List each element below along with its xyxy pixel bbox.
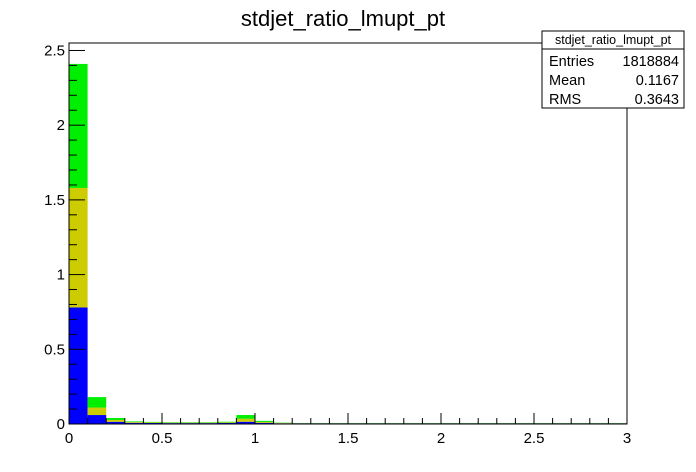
y-tick-label-5: 2.5 bbox=[44, 42, 65, 59]
bars-group bbox=[69, 63, 627, 424]
bar-s2-bin1 bbox=[87, 397, 107, 408]
bar-s1-bin0 bbox=[69, 187, 88, 308]
bar-s1-bin1 bbox=[87, 407, 107, 416]
bar-s0-bin8 bbox=[217, 422, 237, 424]
stats-value-entries: 1818884 bbox=[623, 54, 679, 70]
x-tick-label-4: 2 bbox=[437, 430, 445, 447]
bar-s1-bin3 bbox=[124, 422, 144, 423]
bar-s2-bin10 bbox=[255, 420, 274, 422]
x-tick-label-3: 1.5 bbox=[338, 430, 359, 447]
bar-s1-bin4 bbox=[143, 422, 162, 423]
bar-s0-bin10 bbox=[255, 422, 274, 424]
bar-s0-bin0 bbox=[69, 307, 88, 424]
stats-box: stdjet_ratio_lmupt_pt Entries 1818884 Mean 0… bbox=[541, 30, 685, 109]
bar-s1-bin10 bbox=[255, 421, 274, 423]
stats-label-rms: RMS bbox=[549, 92, 581, 108]
chart-title: stdjet_ratio_lmupt_pt bbox=[241, 6, 445, 31]
bar-s2-bin9 bbox=[236, 415, 255, 419]
y-tick-label-2: 1 bbox=[57, 267, 65, 284]
bar-s0-bin9 bbox=[236, 421, 255, 424]
bar-s1-bin2 bbox=[106, 419, 125, 422]
bar-s0-bin2 bbox=[106, 421, 125, 424]
x-tick-label-6: 3 bbox=[623, 430, 631, 447]
bar-s2-bin3 bbox=[124, 421, 144, 423]
bar-s1-bin8 bbox=[217, 422, 237, 423]
x-tick-label-1: 0.5 bbox=[152, 430, 173, 447]
y-tick-label-0: 0 bbox=[57, 416, 65, 433]
stats-value-mean: 0.1167 bbox=[636, 73, 679, 89]
bar-s1-bin9 bbox=[236, 418, 255, 422]
stats-label-entries: Entries bbox=[549, 54, 594, 70]
bar-s2-bin2 bbox=[106, 418, 125, 420]
bar-s0-bin3 bbox=[124, 422, 144, 424]
bar-s2-bin8 bbox=[217, 421, 237, 423]
x-tick-label-5: 2.5 bbox=[524, 430, 545, 447]
stats-box-frame bbox=[541, 30, 685, 109]
y-tick-label-3: 1.5 bbox=[44, 192, 65, 209]
bar-s0-bin4 bbox=[143, 422, 162, 424]
bar-s2-bin0 bbox=[69, 63, 88, 188]
stats-label-mean: Mean bbox=[549, 73, 585, 89]
stats-box-title: stdjet_ratio_lmupt_pt bbox=[555, 33, 672, 47]
stats-value-rms: 0.3643 bbox=[635, 92, 679, 108]
x-tick-label-0: 0 bbox=[65, 430, 73, 447]
bar-s0-bin1 bbox=[87, 415, 107, 424]
y-tick-label-1: 0.5 bbox=[44, 341, 65, 358]
x-tick-label-2: 1 bbox=[251, 430, 259, 447]
y-tick-label-4: 2 bbox=[57, 117, 65, 134]
ticks-group: 0 0.5 1 1.5 2 2.5 0 0.5 1 1.5 2 2.5 3 bbox=[44, 42, 631, 447]
